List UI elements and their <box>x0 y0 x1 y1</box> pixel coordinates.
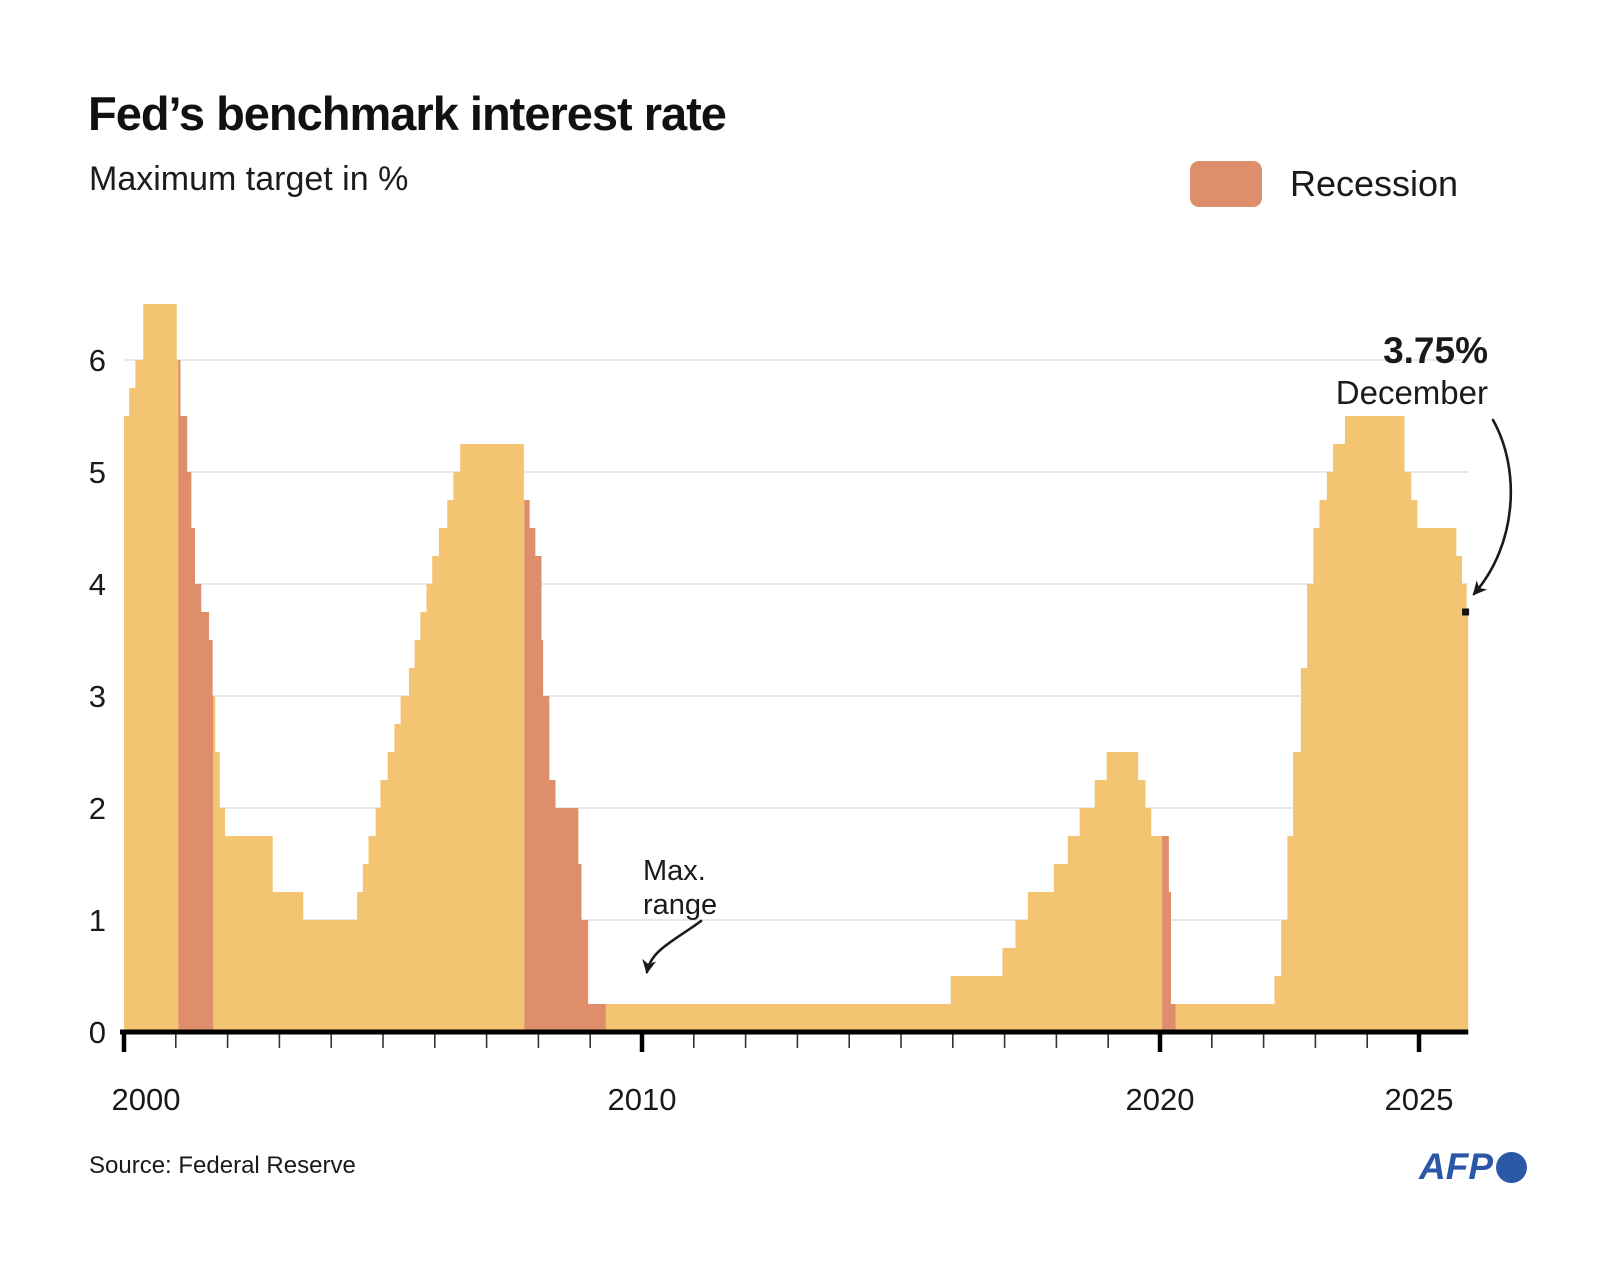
afp-logo-dot-icon <box>1496 1151 1527 1183</box>
y-tick-label: 1 <box>89 903 106 938</box>
y-tick-label: 0 <box>89 1015 106 1050</box>
chart-subtitle: Maximum target in % <box>89 160 409 198</box>
max-range-label-line1: Max. <box>643 855 706 887</box>
gridlines <box>124 359 1469 921</box>
page-title: Fed’s benchmark interest rate <box>88 87 727 140</box>
recession-legend-label: Recession <box>1290 163 1459 204</box>
x-tick-label: 2020 <box>1126 1082 1195 1117</box>
end-month-label: December <box>1336 374 1488 411</box>
rate-area <box>124 304 1470 1034</box>
y-tick-label: 3 <box>89 679 106 714</box>
y-tick-label: 6 <box>89 343 106 378</box>
afp-logo-text: AFP <box>1419 1146 1493 1187</box>
y-tick-label: 2 <box>89 791 106 826</box>
axis-labels: 2000 2010 2020 2025 0 1 2 3 4 5 6 <box>89 343 1454 1117</box>
y-tick-label: 4 <box>89 567 106 602</box>
max-range-label-line2: range <box>643 889 717 921</box>
recession-legend-swatch <box>1190 161 1262 207</box>
end-value-label: 3.75% <box>1383 330 1488 371</box>
end-value-arrow <box>1472 418 1513 596</box>
latest-value-dot <box>1462 608 1470 616</box>
annotation-end-value: 3.75% December <box>1336 330 1513 596</box>
x-tick-label: 2010 <box>608 1082 677 1117</box>
max-range-arrow <box>642 919 703 974</box>
y-tick-label: 5 <box>89 455 106 490</box>
rate-area-fill <box>124 304 1469 1034</box>
afp-logo: AFP <box>1419 1146 1527 1188</box>
x-tick-label: 2000 <box>112 1082 181 1117</box>
source-credit: Source: Federal Reserve <box>89 1152 356 1179</box>
x-axis <box>120 1029 1469 1052</box>
annotation-max-range: Max. range <box>642 855 717 974</box>
legend: Recession <box>1190 161 1458 207</box>
x-tick-label: 2025 <box>1385 1082 1454 1117</box>
